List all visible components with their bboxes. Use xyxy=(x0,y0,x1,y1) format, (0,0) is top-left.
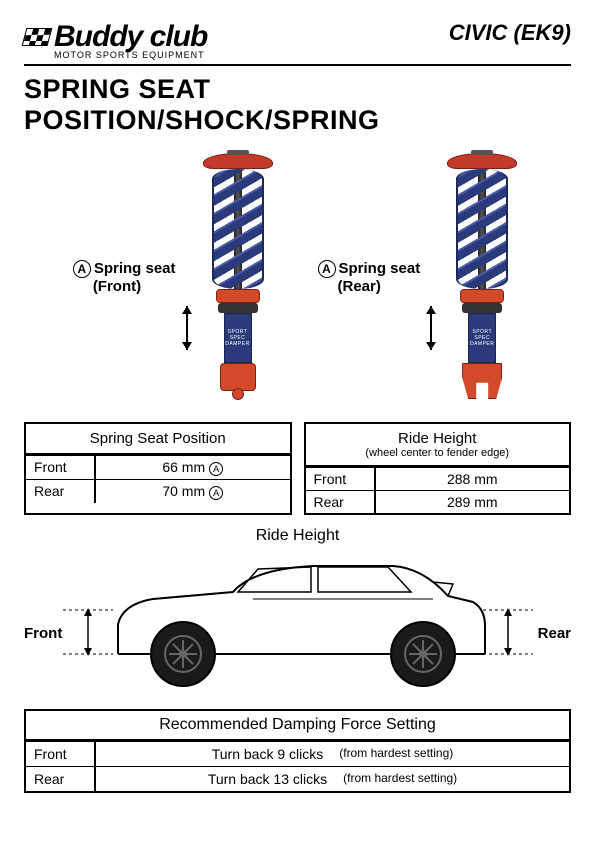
value-text: Turn back 9 clicks xyxy=(212,746,324,762)
ride-height-title: Ride Height xyxy=(24,527,571,545)
table-header: Recommended Damping Force Setting xyxy=(26,711,569,741)
cell-label: Front xyxy=(306,468,376,490)
spring-seat-table: Spring Seat Position Front 66 mm A Rear 7… xyxy=(24,422,292,515)
cell-label: Rear xyxy=(306,491,376,513)
arrow-icon xyxy=(182,306,192,350)
front-shock-label: ASpring seat (Front) xyxy=(73,260,176,296)
table-row: Front 288 mm xyxy=(306,467,570,490)
tables-row: Spring Seat Position Front 66 mm A Rear 7… xyxy=(24,422,571,515)
front-shock-group: ASpring seat (Front) SPORT SPEC DAMPER xyxy=(73,148,278,408)
damping-table: Recommended Damping Force Setting Front … xyxy=(24,709,571,793)
marker-a-icon: A xyxy=(73,260,91,278)
rear-label: Rear xyxy=(538,625,571,642)
note-text: (from hardest setting) xyxy=(339,746,453,762)
front-shock: SPORT SPEC DAMPER xyxy=(198,153,278,403)
rear-shock-group: ASpring seat (Rear) SPORT SPEC DAMPER xyxy=(318,148,523,408)
flag-icon xyxy=(22,28,53,46)
table-row: Front 66 mm A xyxy=(26,455,290,479)
table-header: Spring Seat Position xyxy=(26,424,290,455)
cell-value: 288 mm xyxy=(376,468,570,490)
divider xyxy=(24,64,571,66)
marker-a-icon: A xyxy=(209,462,223,476)
marker-a-icon: A xyxy=(209,486,223,500)
table-header: Ride Height (wheel center to fender edge… xyxy=(306,424,570,467)
value-text: 66 mm xyxy=(162,459,205,475)
ride-height-table: Ride Height (wheel center to fender edge… xyxy=(304,422,572,515)
cell-label: Rear xyxy=(26,767,96,791)
marker-a-icon: A xyxy=(318,260,336,278)
tube-text: DAMPER xyxy=(470,341,494,347)
table-row: Rear 70 mm A xyxy=(26,479,290,503)
tube-text: DAMPER xyxy=(225,341,249,347)
cell-value: 289 mm xyxy=(376,491,570,513)
cell-value: 66 mm A xyxy=(96,456,290,479)
cell-label: Front xyxy=(26,456,96,479)
cell-value: Turn back 13 clicks (from hardest settin… xyxy=(96,767,569,791)
brand-subtitle: MOTOR SPORTS EQUIPMENT xyxy=(54,50,207,60)
front-label: Front xyxy=(24,625,62,642)
rear-shock: SPORT SPEC DAMPER xyxy=(442,153,522,403)
value-text: Turn back 13 clicks xyxy=(208,771,327,787)
rear-label-line2: (Rear) xyxy=(338,278,381,295)
table-row: Front Turn back 9 clicks (from hardest s… xyxy=(26,741,569,766)
table-row: Rear Turn back 13 clicks (from hardest s… xyxy=(26,766,569,791)
header-subtitle: (wheel center to fender edge) xyxy=(310,447,566,459)
brand-block: Buddy club MOTOR SPORTS EQUIPMENT xyxy=(24,20,207,60)
note-text: (from hardest setting) xyxy=(343,771,457,787)
car-diagram: Front Rear xyxy=(24,549,571,699)
rear-shock-label: ASpring seat (Rear) xyxy=(318,260,421,296)
front-label-line2: (Front) xyxy=(93,278,141,295)
model-label: CIVIC (EK9) xyxy=(449,20,571,46)
header: Buddy club MOTOR SPORTS EQUIPMENT CIVIC … xyxy=(24,20,571,60)
front-label-line1: Spring seat xyxy=(94,260,176,277)
arrow-icon xyxy=(426,306,436,350)
value-text: 70 mm xyxy=(162,483,205,499)
cell-label: Front xyxy=(26,742,96,766)
cell-value: 70 mm A xyxy=(96,480,290,503)
car-svg xyxy=(53,554,543,694)
table-row: Rear 289 mm xyxy=(306,490,570,513)
page-title: SPRING SEAT POSITION/SHOCK/SPRING xyxy=(24,74,571,136)
cell-value: Turn back 9 clicks (from hardest setting… xyxy=(96,742,569,766)
shock-diagram: ASpring seat (Front) SPORT SPEC DAMPER A… xyxy=(24,148,571,408)
brand-name: Buddy club xyxy=(54,20,207,54)
rear-label-line1: Spring seat xyxy=(339,260,421,277)
header-text: Ride Height xyxy=(398,430,476,447)
cell-label: Rear xyxy=(26,480,96,503)
